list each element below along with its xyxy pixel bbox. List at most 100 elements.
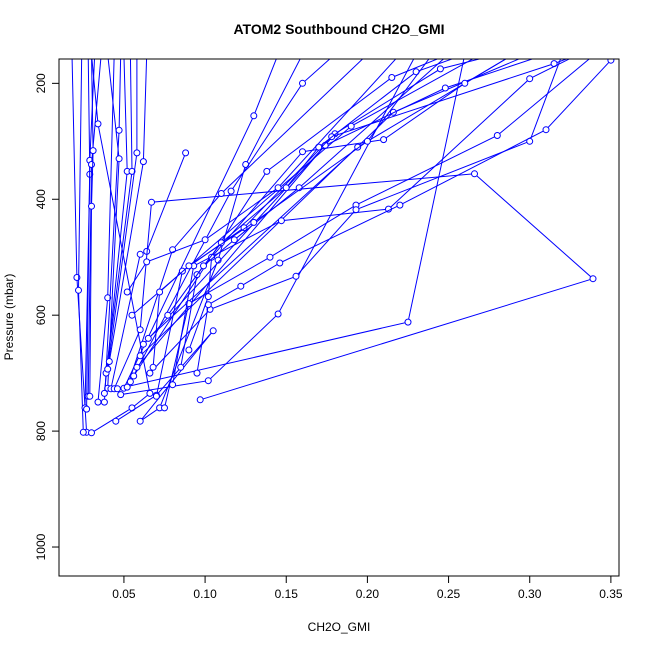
profile-series [123,59,364,391]
profile-series [123,59,397,296]
data-point [200,262,207,270]
data-point [589,275,597,283]
data-point [136,417,144,425]
series-line [126,59,364,388]
data-point [227,187,235,195]
data-point [282,184,290,192]
profile-series [86,59,97,400]
data-point [182,149,190,157]
data-point [139,158,147,166]
x-tick-label: 0.15 [275,587,299,601]
data-point [201,236,209,244]
data-point [94,398,102,406]
data-point [404,318,412,326]
data-point [136,250,144,258]
data-point [274,184,282,192]
data-point [79,428,87,436]
data-point [113,385,121,393]
series-line [115,59,301,422]
chart-title: ATOM2 Southbound CH2O_GMI [233,21,444,37]
data-point [130,372,138,380]
data-point [436,65,444,73]
data-point [88,202,95,210]
data-point [185,262,193,270]
data-point [94,120,102,128]
y-axis: 200 400 600 800 1000 [34,73,60,560]
data-point [86,392,94,400]
profile-series [193,59,615,377]
profile-series [112,59,301,425]
data-point [133,149,141,157]
data-point [169,381,177,389]
profile-series [105,59,148,365]
data-point [148,198,155,206]
y-tick-label: 600 [34,305,48,325]
data-point [196,396,204,404]
data-point [250,112,258,120]
profile-series [100,59,123,406]
y-axis-label: Pressure (mbar) [2,274,16,361]
profile-series [88,59,154,437]
profile-series [102,59,136,377]
profile-series [149,59,430,371]
profile-series [75,59,87,436]
data-point [136,326,144,334]
profile-series [113,59,465,393]
series-line [110,152,187,389]
data-point [276,259,284,267]
x-tick-label: 0.20 [356,587,380,601]
series-line [164,59,590,409]
x-tick-label: 0.10 [193,587,217,601]
data-point [152,392,160,400]
data-point [237,282,245,290]
series-line [172,59,571,385]
data-point [193,369,201,377]
data-point [208,253,216,261]
profile-series [126,59,331,386]
data-point [115,126,123,134]
data-point [277,217,285,225]
series-line [120,59,415,396]
data-point [156,288,164,296]
profile-series [128,59,474,319]
data-point [209,327,217,335]
x-tick-label: 0.05 [112,587,136,601]
data-point [104,294,112,302]
data-point [266,253,274,261]
data-point [89,147,97,155]
data-point [542,126,550,134]
data-point [100,389,108,397]
series-line [129,59,331,383]
data-point [146,369,154,377]
data-point [292,272,300,280]
data-point [441,84,449,92]
x-axis-label: CH2O_GMI [308,620,371,634]
data-point [133,363,141,371]
data-point [144,334,152,342]
y-tick-label: 1000 [34,533,48,560]
data-point [115,155,123,163]
profile-series [100,59,131,397]
data-point [123,288,131,296]
data-point [164,311,172,319]
data-point [88,429,95,437]
data-point [143,258,151,266]
profile-series [104,59,141,373]
data-point [139,340,147,348]
data-point [380,136,388,144]
data-point [177,363,185,371]
data-point [123,383,131,391]
data-point [354,143,362,151]
data-point [388,74,396,81]
data-point [100,398,108,406]
profile-series [117,59,415,399]
data-point [83,405,91,413]
x-axis: 0.05 0.10 0.15 0.20 0.25 0.30 0.35 [112,575,623,601]
x-tick-label: 0.30 [518,587,542,601]
data-point [461,79,469,87]
data-point [230,236,238,244]
data-point [149,363,157,371]
y-tick-label: 800 [34,421,48,441]
data-point [128,167,136,175]
y-tick-label: 400 [34,189,48,209]
